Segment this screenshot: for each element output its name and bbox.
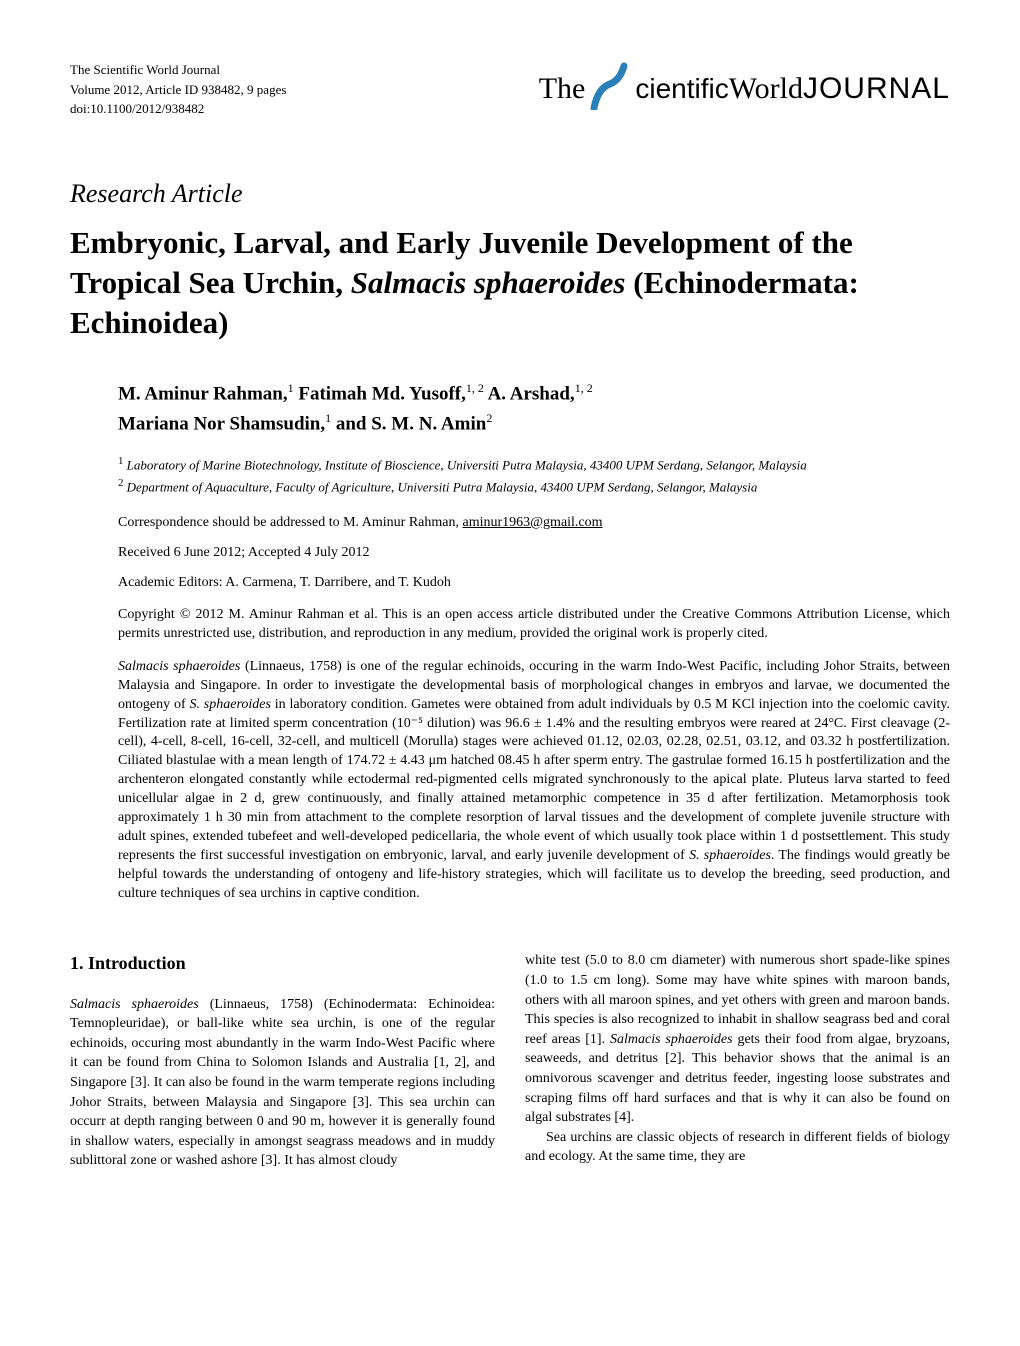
intro-species1: Salmacis sphaeroides <box>70 997 199 1012</box>
logo-scientific: cientific <box>635 73 728 105</box>
editors: Academic Editors: A. Carmena, T. Darribe… <box>118 575 950 591</box>
affiliation-1-text: Laboratory of Marine Biotechnology, Inst… <box>127 457 807 472</box>
journal-name: The Scientific World Journal <box>70 60 286 80</box>
affiliation-1: 1 Laboratory of Marine Biotechnology, In… <box>118 453 950 475</box>
dates: Received 6 June 2012; Accepted 4 July 20… <box>118 545 950 561</box>
author-5-sup: 2 <box>486 411 492 425</box>
title-species: Salmacis sphaeroides <box>351 265 626 300</box>
abstract-species2: S. sphaeroides <box>189 697 271 712</box>
journal-volume: Volume 2012, Article ID 938482, 9 pages <box>70 80 286 100</box>
affiliation-2-num: 2 <box>118 477 123 489</box>
author-2: Fatimah Md. Yusoff, <box>298 384 466 405</box>
logo-world: World <box>729 72 803 106</box>
copyright: Copyright © 2012 M. Aminur Rahman et al.… <box>118 605 950 644</box>
abstract-species1: Salmacis sphaeroides <box>118 659 240 674</box>
intro-col2-species1: Salmacis sphaeroides <box>610 1032 733 1047</box>
logo-prefix: The <box>539 72 586 106</box>
article-title: Embryonic, Larval, and Early Juvenile De… <box>70 223 950 344</box>
affiliation-1-num: 1 <box>118 455 123 467</box>
abstract-text2: in laboratory condition. Gametes were ob… <box>118 697 950 863</box>
column-left: 1. Introduction Salmacis sphaeroides (Li… <box>70 951 495 1171</box>
affiliation-2: 2 Department of Aquaculture, Faculty of … <box>118 475 950 497</box>
authors-block: M. Aminur Rahman,1 Fatimah Md. Yusoff,1,… <box>118 379 950 903</box>
abstract: Salmacis sphaeroides (Linnaeus, 1758) is… <box>118 658 950 904</box>
affiliations: 1 Laboratory of Marine Biotechnology, In… <box>118 453 950 497</box>
content-columns: 1. Introduction Salmacis sphaeroides (Li… <box>70 951 950 1171</box>
intro-para-3: Sea urchins are classic objects of resea… <box>525 1128 950 1167</box>
logo-swirl-icon <box>588 60 632 118</box>
correspondence-email[interactable]: aminur1963@gmail.com <box>463 515 603 530</box>
journal-doi: doi:10.1100/2012/938482 <box>70 99 286 119</box>
author-1-sup: 1 <box>288 381 294 395</box>
header-row: The Scientific World Journal Volume 2012… <box>70 60 950 119</box>
author-4: Mariana Nor Shamsudin, <box>118 414 325 435</box>
article-type: Research Article <box>70 179 950 209</box>
author-2-sup: 1, 2 <box>466 381 484 395</box>
logo-journal: JOURNAL <box>803 72 950 106</box>
journal-logo: The cientific World JOURNAL <box>539 60 950 118</box>
affiliation-2-text: Department of Aquaculture, Faculty of Ag… <box>127 479 758 494</box>
journal-info: The Scientific World Journal Volume 2012… <box>70 60 286 119</box>
abstract-species3: S. sphaeroides <box>689 848 771 863</box>
authors: M. Aminur Rahman,1 Fatimah Md. Yusoff,1,… <box>118 379 950 439</box>
author-1: M. Aminur Rahman, <box>118 384 288 405</box>
intro-para-2: white test (5.0 to 8.0 cm diameter) with… <box>525 951 950 1127</box>
column-right: white test (5.0 to 8.0 cm diameter) with… <box>525 951 950 1171</box>
intro-text1: (Linnaeus, 1758) (Echinodermata: Echinoi… <box>70 997 495 1169</box>
correspondence-label: Correspondence should be addressed to M.… <box>118 515 463 530</box>
author-5: and S. M. N. Amin <box>336 414 486 435</box>
author-4-sup: 1 <box>325 411 331 425</box>
correspondence: Correspondence should be addressed to M.… <box>118 515 950 531</box>
author-3: A. Arshad, <box>488 384 575 405</box>
author-3-sup: 1, 2 <box>575 381 593 395</box>
intro-para-1: Salmacis sphaeroides (Linnaeus, 1758) (E… <box>70 995 495 1171</box>
section-1-heading: 1. Introduction <box>70 951 495 976</box>
